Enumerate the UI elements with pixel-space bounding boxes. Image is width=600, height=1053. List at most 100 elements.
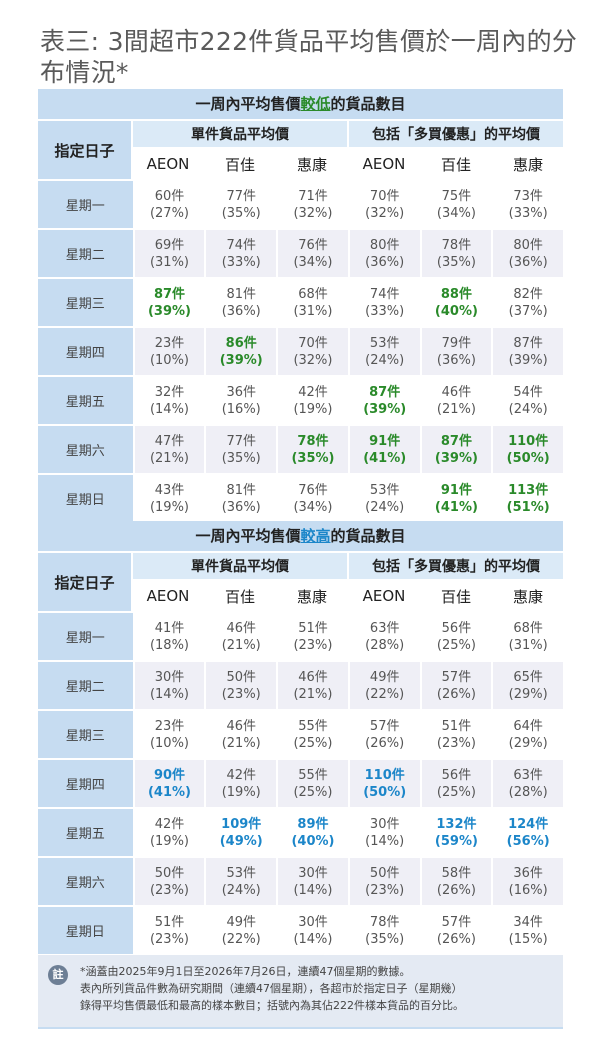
value-cell: 49件 (22%) [206, 907, 277, 954]
item-count: 78件 [441, 237, 472, 253]
item-count: 41件 [154, 620, 185, 636]
value-cell: 110件 (50%) [493, 426, 564, 473]
item-percent: (14%) [293, 882, 333, 898]
value-cell: 46件 (21%) [206, 711, 277, 758]
item-percent: (33%) [221, 254, 261, 270]
item-count: 54件 [513, 384, 543, 400]
day-label: 星期三 [38, 279, 133, 326]
table-row: 星期二 30件 (14%) 50件 (23%) 46件 (21%) 49件 (22%) 57件 (2… [38, 662, 564, 709]
group-header-row: 單件貨品平均價 包括「多買優惠」的平均價 [133, 553, 563, 579]
value-cell: 42件 (19%) [134, 809, 205, 856]
item-percent: (24%) [365, 352, 405, 368]
item-count: 80件 [369, 237, 400, 253]
value-cell: 36件 (16%) [493, 858, 564, 905]
item-percent: (50%) [363, 784, 407, 800]
table-row: 星期二 69件 (31%) 74件 (33%) 76件 (34%) 80件 (36%) 78件 (3… [38, 230, 564, 277]
item-count: 43件 [154, 482, 185, 498]
value-cell: 132件 (59%) [421, 809, 492, 856]
item-count: 30件 [154, 669, 185, 685]
value-cell: 91件 (41%) [421, 475, 492, 522]
table-row: 星期四 23件 (10%) 86件 (39%) 70件 (32%) 53件 (24%) 79件 (3… [38, 328, 564, 375]
item-count: 74件 [369, 286, 400, 302]
item-count: 47件 [154, 433, 185, 449]
item-percent: (33%) [365, 303, 405, 319]
lower-price-table-header: 一周內平均售價較低的貨品數目 [38, 89, 563, 119]
table-row: 星期四 90件 (41%) 42件 (19%) 55件 (25%) 110件 (50%) 56件(… [38, 760, 564, 807]
item-percent: (10%) [149, 735, 190, 751]
value-cell: 30件 (14%) [134, 662, 205, 709]
item-count: 46件 [298, 669, 328, 685]
item-count: 57件 [369, 718, 400, 734]
value-cell: 41件 (18%) [134, 613, 205, 660]
item-count: 51件 [298, 620, 328, 636]
item-count: 65件 [513, 669, 543, 685]
group-header-unit-price: 單件貨品平均價 [133, 121, 347, 147]
value-cell: 57件 (26%) [421, 662, 492, 709]
value-cell: 56件 (25%) [421, 613, 492, 660]
item-percent: (39%) [219, 352, 263, 368]
item-count: 30件 [369, 816, 400, 832]
item-count: 36件 [226, 384, 256, 400]
item-count: 86件 [225, 335, 257, 351]
item-count: 70件 [298, 335, 328, 351]
value-cell: 57件 (26%) [421, 907, 492, 954]
item-count: 56件 [441, 620, 472, 636]
item-count: 124件 [508, 816, 549, 832]
value-cell: 51件 (23%) [134, 907, 205, 954]
value-cell: 32件 (14%) [134, 377, 205, 424]
item-count: 73件 [513, 188, 543, 204]
item-percent: (24%) [508, 401, 548, 417]
value-cell: 73件 (33%) [493, 181, 564, 228]
value-cell: 23件 (10%) [134, 711, 205, 758]
item-count: 77件 [226, 188, 256, 204]
value-cell: 55件 (25%) [278, 711, 348, 758]
item-percent: (14%) [293, 931, 333, 947]
item-count: 60件 [154, 188, 185, 204]
table-row: 星期三 23件 (10%) 46件 (21%) 55件 (25%) 57件 (26%) 51件 (2… [38, 711, 564, 758]
item-percent: (29%) [508, 686, 548, 702]
item-count: 53件 [369, 335, 400, 351]
item-percent: (35%) [291, 450, 335, 466]
item-count: 87件 [513, 335, 543, 351]
item-count: 77件 [226, 433, 256, 449]
value-cell: 63件 (28%) [493, 760, 564, 807]
value-cell: 70件 (32%) [349, 181, 420, 228]
item-count: 56件 [441, 767, 472, 783]
group-header-bulk-price: 包括「多買優惠」的平均價 [349, 121, 563, 147]
value-cell: 51件 (23%) [278, 613, 348, 660]
day-label: 星期二 [38, 662, 133, 709]
value-cell: 77件 (35%) [206, 181, 277, 228]
store-header-3: AEON [349, 149, 419, 179]
value-cell: 30件 (14%) [278, 907, 348, 954]
item-count: 110件 [364, 767, 405, 783]
item-percent: (33%) [508, 205, 548, 221]
item-count: 58件 [441, 865, 472, 881]
value-cell: 30件 (14%) [349, 809, 420, 856]
item-count: 51件 [154, 914, 185, 930]
item-count: 82件 [513, 286, 543, 302]
day-label: 星期五 [38, 377, 133, 424]
value-cell: 78件 (35%) [278, 426, 348, 473]
item-count: 46件 [226, 718, 256, 734]
table-row: 星期日 43件 (19%) 81件 (36%) 76件 (34%) 53件 (24%) 91件 (4… [38, 475, 564, 522]
item-count: 49件 [369, 669, 400, 685]
group-header-bulk-price: 包括「多買優惠」的平均價 [349, 553, 563, 579]
higher-price-grid: 指定日子 單件貨品平均價 包括「多買優惠」的平均價 AEON 百佳 惠康 AEON 百佳 惠康星… [38, 553, 564, 954]
item-count: 68件 [298, 286, 328, 302]
day-label: 星期二 [38, 230, 133, 277]
value-cell: 78件 (35%) [349, 907, 420, 954]
item-percent: (16%) [508, 882, 548, 898]
day-label: 星期四 [38, 328, 133, 375]
value-cell: 46件 (21%) [421, 377, 492, 424]
store-header-1: 百佳 [205, 581, 275, 611]
item-percent: (36%) [508, 254, 548, 270]
day-column-header: 指定日子 [38, 553, 131, 611]
value-cell: 46件 (21%) [206, 613, 277, 660]
value-cell: 87件 (39%) [134, 279, 205, 326]
table-row: 星期一 60件 (27%) 77件 (35%) 71件 (32%) 70件 (32%) 75件 (3… [38, 181, 564, 228]
item-percent: (32%) [365, 205, 405, 221]
value-cell: 124件 (56%) [493, 809, 564, 856]
value-cell: 91件 (41%) [349, 426, 420, 473]
value-cell: 81件 (36%) [206, 279, 277, 326]
item-percent: (25%) [436, 637, 476, 653]
